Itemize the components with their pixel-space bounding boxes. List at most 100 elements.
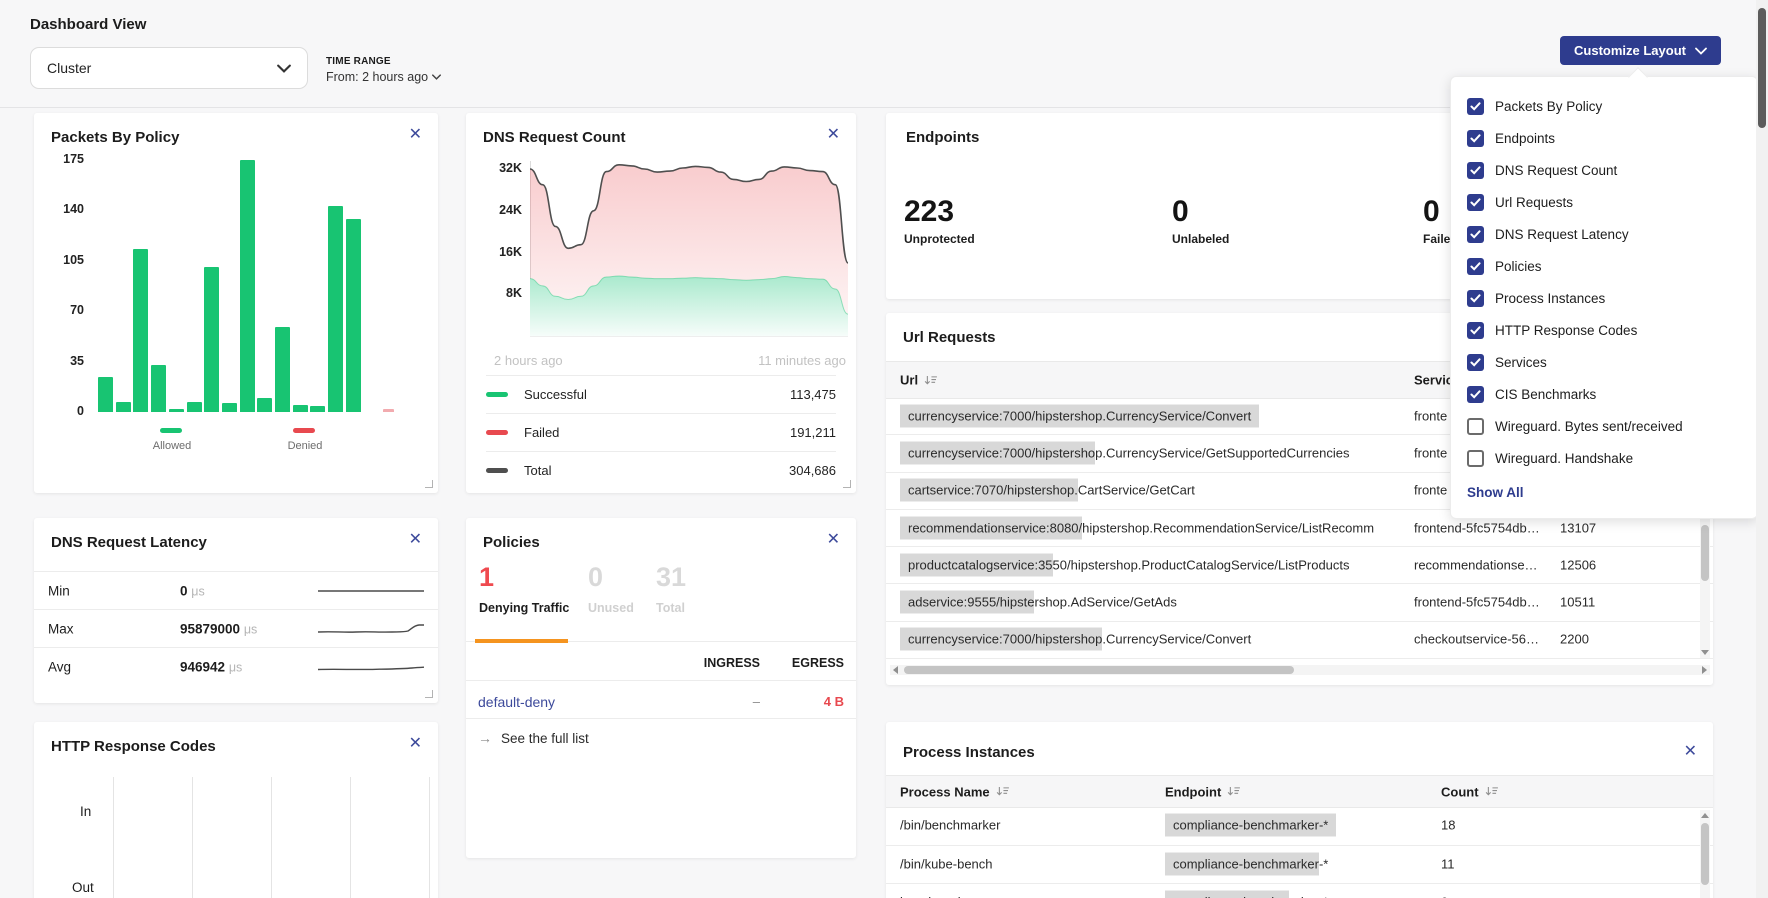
- close-icon[interactable]: ✕: [409, 736, 422, 752]
- time-range-label: TIME RANGE: [326, 56, 391, 67]
- bar: [222, 403, 237, 412]
- category-marker: [160, 428, 182, 433]
- table-row[interactable]: benchmarker compliance-benchmarker-* 9: [886, 883, 1713, 898]
- card-http-response-codes: HTTP Response Codes ✕ InOut: [34, 722, 438, 898]
- bar: [98, 377, 113, 412]
- menu-item-cis-benchmarks[interactable]: CIS Benchmarks: [1451, 378, 1757, 410]
- bar: [310, 406, 325, 412]
- value-chip: compliance-benchmarker-*: [1165, 814, 1336, 837]
- card-packets-by-policy: Packets By Policy ✕ 17514010570350 Allow…: [34, 113, 438, 493]
- menu-caret: [1628, 67, 1648, 87]
- process-table-header: Process Name Endpoint Count: [886, 775, 1713, 808]
- policy-link[interactable]: default-deny: [478, 694, 555, 710]
- policy-stat[interactable]: 31 Total: [656, 564, 686, 615]
- resize-handle-icon[interactable]: [843, 480, 851, 488]
- service-cell: checkoutservice-56…: [1414, 632, 1546, 647]
- http-row-label: Out: [72, 880, 94, 895]
- bar: [293, 405, 308, 412]
- menu-item-endpoints[interactable]: Endpoints: [1451, 122, 1757, 154]
- menu-item-wireguard-bytes-sent-received[interactable]: Wireguard. Bytes sent/received: [1451, 410, 1757, 442]
- process-name-cell: /bin/benchmarker: [900, 818, 1150, 833]
- scroll-left-arrow-icon[interactable]: [893, 666, 898, 674]
- checkbox-icon[interactable]: [1467, 418, 1484, 435]
- table-row[interactable]: adservice:9555/hipstershop.AdService/Get…: [886, 584, 1713, 622]
- divider: [466, 718, 856, 719]
- checkbox-icon[interactable]: [1467, 194, 1484, 211]
- close-icon[interactable]: ✕: [409, 532, 422, 548]
- card-title: DNS Request Latency: [51, 534, 207, 551]
- close-icon[interactable]: ✕: [827, 532, 840, 548]
- menu-item-dns-request-latency[interactable]: DNS Request Latency: [1451, 218, 1757, 250]
- endpoint-column-header[interactable]: Endpoint: [1165, 784, 1241, 799]
- dashboard-page: Dashboard View Cluster TIME RANGE From: …: [0, 0, 1768, 898]
- menu-item-policies[interactable]: Policies: [1451, 250, 1757, 282]
- count-cell: 12506: [1560, 557, 1650, 572]
- scroll-right-arrow-icon[interactable]: [1702, 666, 1707, 674]
- close-icon[interactable]: ✕: [409, 127, 422, 143]
- bar: [187, 402, 202, 412]
- card-title: Policies: [483, 534, 540, 551]
- process-name-column-header[interactable]: Process Name: [900, 784, 1010, 799]
- table-row[interactable]: /bin/kube-bench compliance-benchmarker-*…: [886, 845, 1713, 885]
- customize-layout-button[interactable]: Customize Layout: [1560, 36, 1721, 65]
- gridline: [429, 777, 430, 898]
- resize-handle-icon[interactable]: [425, 690, 433, 698]
- checkbox-icon[interactable]: [1467, 290, 1484, 307]
- active-tab-underline: [475, 639, 568, 643]
- checkbox-icon[interactable]: [1467, 322, 1484, 339]
- gridline: [350, 777, 351, 898]
- checkbox-icon[interactable]: [1467, 258, 1484, 275]
- sort-icon: [924, 375, 938, 385]
- checkbox-icon[interactable]: [1467, 130, 1484, 147]
- menu-item-wireguard-handshake[interactable]: Wireguard. Handshake: [1451, 442, 1757, 474]
- bar: [133, 249, 148, 412]
- scrollbar-thumb[interactable]: [1701, 525, 1709, 581]
- checkbox-icon[interactable]: [1467, 162, 1484, 179]
- count-column-header[interactable]: Count: [1441, 784, 1499, 799]
- view-selector-dropdown[interactable]: Cluster: [30, 47, 308, 89]
- checkbox-icon[interactable]: [1467, 386, 1484, 403]
- scroll-down-arrow-icon[interactable]: [1701, 650, 1709, 655]
- time-range-selector[interactable]: From: 2 hours ago: [326, 70, 441, 84]
- url-column-header[interactable]: Url: [900, 373, 938, 388]
- see-full-list-link[interactable]: → See the full list: [478, 730, 589, 746]
- stat-value: 223: [904, 197, 975, 227]
- divider: [466, 680, 856, 681]
- checkbox-icon[interactable]: [1467, 226, 1484, 243]
- checkbox-icon[interactable]: [1467, 98, 1484, 115]
- bar: [151, 365, 166, 413]
- show-all-link[interactable]: Show All: [1451, 474, 1757, 510]
- close-icon[interactable]: ✕: [827, 127, 840, 143]
- url-horizontal-scrollbar[interactable]: [890, 665, 1710, 675]
- scroll-up-arrow-icon[interactable]: [1701, 813, 1709, 818]
- process-vertical-scrollbar[interactable]: [1700, 810, 1710, 898]
- checkbox-icon[interactable]: [1467, 450, 1484, 467]
- value-chip: currencyservice:7000/hipstershop.Currenc…: [900, 441, 1358, 464]
- table-row[interactable]: /bin/benchmarker compliance-benchmarker-…: [886, 806, 1713, 846]
- scrollbar-thumb[interactable]: [904, 666, 1294, 674]
- scrollbar-thumb[interactable]: [1758, 8, 1766, 128]
- count-cell: 18: [1441, 818, 1521, 833]
- menu-item-process-instances[interactable]: Process Instances: [1451, 282, 1757, 314]
- value-chip: productcatalogservice:3550/hipstershop.P…: [900, 553, 1358, 576]
- bar: [116, 402, 131, 412]
- policy-stat-active[interactable]: 1 Denying Traffic: [479, 564, 569, 615]
- menu-item-packets-by-policy[interactable]: Packets By Policy: [1451, 90, 1757, 122]
- policy-stat[interactable]: 0 Unused: [588, 564, 634, 615]
- dns-area-chart: [530, 153, 848, 345]
- table-row[interactable]: currencyservice:7000/hipstershop.Currenc…: [886, 621, 1713, 659]
- checkbox-icon[interactable]: [1467, 354, 1484, 371]
- customize-layout-menu: Packets By Policy Endpoints DNS Request …: [1450, 76, 1758, 519]
- table-row[interactable]: productcatalogservice:3550/hipstershop.P…: [886, 546, 1713, 584]
- page-scrollbar[interactable]: [1756, 0, 1768, 898]
- resize-handle-icon[interactable]: [425, 480, 433, 488]
- sparkline: [316, 580, 426, 602]
- menu-item-http-response-codes[interactable]: HTTP Response Codes: [1451, 314, 1757, 346]
- menu-item-services[interactable]: Services: [1451, 346, 1757, 378]
- sparkline: [316, 618, 426, 640]
- close-icon[interactable]: ✕: [1684, 744, 1697, 760]
- scrollbar-thumb[interactable]: [1701, 823, 1709, 885]
- menu-item-dns-request-count[interactable]: DNS Request Count: [1451, 154, 1757, 186]
- dns-x-label-start: 2 hours ago: [494, 353, 563, 368]
- menu-item-url-requests[interactable]: Url Requests: [1451, 186, 1757, 218]
